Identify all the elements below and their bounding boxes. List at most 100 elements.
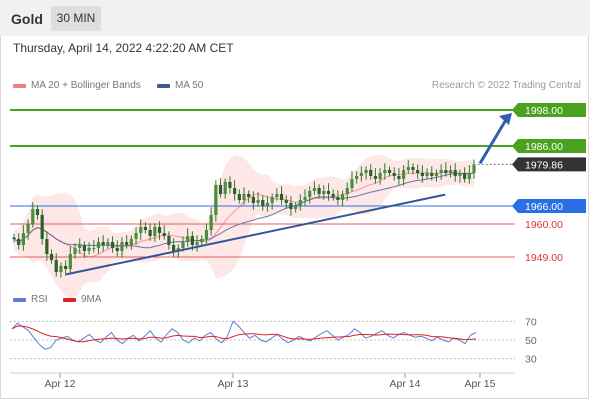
candle-body: [228, 182, 232, 188]
candle-body: [340, 194, 345, 200]
candle: [162, 225, 166, 240]
candle-body: [303, 197, 307, 200]
candle-body: [139, 227, 143, 233]
candle: [369, 164, 373, 180]
interval-button[interactable]: 30 MIN: [51, 6, 101, 31]
legend-ma50: MA 50: [157, 80, 203, 91]
candle-body: [247, 194, 251, 197]
candle: [303, 189, 307, 206]
candle: [275, 188, 279, 201]
candle-body: [463, 173, 467, 179]
candle-body: [331, 194, 335, 197]
candle: [359, 166, 363, 182]
candle-body: [101, 242, 105, 245]
candle-body: [167, 236, 171, 245]
candle-body: [68, 254, 72, 269]
x-tick-label: Apr 13: [218, 378, 249, 390]
legend-rsi-label: RSI: [31, 294, 48, 305]
candle: [416, 164, 420, 179]
candle: [322, 185, 326, 200]
candle-body: [392, 173, 396, 176]
candle: [364, 166, 368, 180]
candle-body: [383, 170, 387, 173]
candle: [453, 163, 457, 182]
candle-body: [148, 230, 152, 236]
candle: [87, 242, 91, 255]
candle-body: [373, 176, 378, 179]
candle-body: [87, 248, 91, 251]
rsi-tick-30: 30: [525, 354, 537, 366]
candle-body: [369, 170, 373, 176]
candle: [326, 183, 331, 201]
candle-body: [336, 197, 340, 200]
legend-rsi: RSI: [13, 294, 48, 305]
candle-body: [59, 266, 63, 272]
candle-body: [242, 194, 246, 200]
candle: [17, 233, 21, 250]
candle-body: [355, 176, 359, 179]
candle-body: [453, 170, 457, 176]
candle: [444, 162, 448, 177]
candle-body: [218, 185, 223, 194]
candle: [430, 166, 434, 181]
candle-body: [294, 206, 298, 209]
candle: [21, 225, 25, 251]
level-tag-1986.00: 1986.00: [512, 139, 586, 153]
candle-body: [233, 188, 237, 194]
candle: [106, 238, 110, 249]
candle: [251, 191, 255, 210]
candle-body: [308, 191, 312, 197]
candle-body: [134, 233, 138, 239]
candle: [279, 186, 284, 205]
level-tag-text: 1979.86: [525, 159, 563, 171]
level-tag-text: 1986.00: [525, 141, 563, 153]
candle: [218, 178, 223, 198]
candle-body: [96, 242, 101, 248]
candle-body: [223, 182, 227, 194]
rsi-ma-line: [11, 325, 477, 343]
candle-body: [40, 215, 44, 239]
candle: [420, 165, 424, 183]
level-label-1949.00: 1949.00: [525, 252, 563, 264]
x-tick-label: Apr 14: [390, 378, 421, 390]
level-tag-bg: [512, 199, 586, 213]
x-tick-label: Apr 15: [465, 378, 496, 390]
candle: [54, 253, 58, 277]
candle-body: [467, 173, 471, 179]
candle: [298, 194, 302, 211]
candle-body: [21, 233, 25, 245]
candle-body: [430, 173, 434, 176]
candle: [294, 202, 298, 213]
candle-body: [256, 200, 260, 203]
candle: [284, 195, 288, 209]
candle: [78, 238, 82, 254]
candle: [472, 159, 476, 179]
level-tag-1966.00: 1966.00: [512, 199, 586, 213]
candle: [401, 165, 406, 186]
chart-datetime: Thursday, April 14, 2022 4:22:20 AM CET: [13, 41, 234, 55]
ma50-line: [13, 172, 475, 249]
candle-body: [153, 227, 157, 236]
uptrend-line: [65, 193, 446, 276]
candle-body: [171, 245, 176, 251]
level-tag-1979.86: 1979.86: [512, 157, 586, 172]
candle-body: [275, 194, 279, 197]
candle: [40, 209, 44, 245]
candle: [406, 160, 410, 174]
level-tag-bg: [512, 103, 586, 117]
rsi-tick-50: 50: [525, 335, 537, 347]
candle-body: [64, 266, 68, 269]
candles-layer: [12, 159, 476, 278]
candle: [448, 165, 453, 178]
candle-body: [209, 215, 213, 230]
candle: [350, 171, 354, 192]
candle: [96, 237, 101, 254]
candle: [312, 181, 317, 195]
bollinger-band: [14, 154, 474, 298]
candle-body: [54, 260, 58, 272]
candle-body: [204, 230, 209, 239]
candle: [463, 167, 467, 183]
candle-body: [265, 203, 270, 206]
candle: [45, 231, 49, 261]
candle-body: [326, 191, 331, 194]
